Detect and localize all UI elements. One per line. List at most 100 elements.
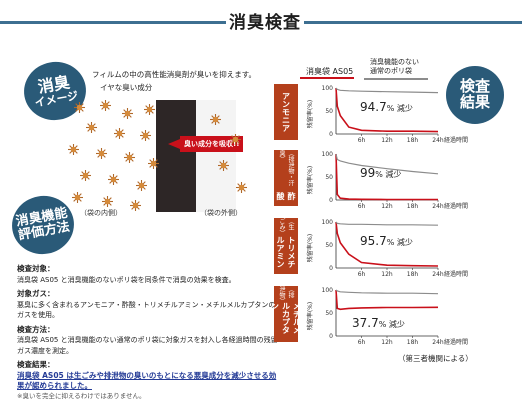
x-tick-label: 12h <box>381 271 393 278</box>
series-line-1 <box>335 87 439 94</box>
reduction-unit: % 減少 <box>378 320 405 329</box>
reduction-text: 94.7% 減少 <box>360 100 413 114</box>
reduction-text: 95.7% 減少 <box>360 234 413 248</box>
odor-molecule-icon <box>148 158 159 169</box>
reduction-value: 95.7 <box>360 234 387 248</box>
x-tick-label: 24h <box>432 203 444 210</box>
disclaimer-note: ※臭いを完全に抑えるわけではありません。 <box>17 392 146 400</box>
series-line-0 <box>335 153 438 201</box>
odor-molecule-icon <box>210 114 221 125</box>
method-body: 消臭袋 AS05 と消臭機能のない通常のポリ袋に対象ガスを封入し各経過時間の残留… <box>17 336 278 355</box>
x-tick-label: 6h <box>358 203 366 210</box>
legend-normal-line2: 通常のポリ袋 <box>370 67 412 75</box>
series-line-1 <box>335 289 439 295</box>
odor-molecule-icon <box>230 134 241 145</box>
method-section-procedure: 検査方法： 消臭袋 AS05 と消臭機能のない通常のポリ袋に対象ガスを封入し各経… <box>17 325 279 357</box>
y-tick-label: 100 <box>322 151 334 158</box>
deodorize-diagram: 臭い成分を吸収!! （袋の内側） （袋の外側） <box>60 100 280 220</box>
method-section-target: 検査対象： 消臭袋 AS05 と消臭機能のないポリ袋を同条件で消臭の効果を検査。 <box>17 264 279 285</box>
absorb-label: 臭い成分を吸収!! <box>180 136 244 152</box>
y-tick-label: 0 <box>329 131 333 138</box>
y-axis-label: 残留率(%) <box>306 166 314 194</box>
arrow-left-icon <box>168 139 180 149</box>
legend-as05: 消臭袋 AS05 <box>306 67 354 76</box>
chart-main-label: アンモニア <box>281 92 291 132</box>
chart-1: 残留率(%) 100 50 0 6h 12h 18h 24h 経過時間 <box>306 151 468 210</box>
chart-sub-label: （排泄物） <box>278 286 294 304</box>
method-body: 悪臭に多く含まれるアンモニア・酢酸・トリメチルアミン・メチルメルカプタンのガスを… <box>17 300 276 320</box>
odor-molecule-icon <box>136 180 147 191</box>
x-axis-label: 経過時間 <box>444 202 468 210</box>
method-heading: 検査対象： <box>17 264 55 273</box>
y-tick-label: 50 <box>325 174 333 181</box>
reduction-unit: % 減少 <box>386 104 413 113</box>
odor-molecule-icon <box>80 170 91 181</box>
result-badge: 検査 結果 <box>446 66 504 124</box>
x-tick-label: 24h <box>432 137 444 144</box>
y-tick-label: 100 <box>322 85 334 92</box>
odor-molecule-icon <box>140 130 151 141</box>
method-heading: 対象ガス： <box>17 289 55 298</box>
odor-molecule-icon <box>100 100 111 111</box>
odor-molecule-icon <box>108 174 119 185</box>
reduction-unit: % 減少 <box>375 170 402 179</box>
y-tick-label: 50 <box>325 108 333 115</box>
series-line-0 <box>335 289 439 311</box>
odor-molecule-icon <box>68 144 79 155</box>
x-tick-label: 18h <box>407 271 419 278</box>
odor-molecule-icon <box>114 128 125 139</box>
odor-molecule-icon <box>102 196 113 207</box>
image-text-line2: イヤな臭い成分 <box>100 83 153 92</box>
odor-molecule-icon <box>130 200 141 211</box>
reduction-value: 37.7 <box>352 316 379 330</box>
reduction-text: 37.7% 減少 <box>352 316 405 330</box>
odor-molecule-icon <box>236 182 247 193</box>
result-badge-line2: 結果 <box>459 93 490 111</box>
chart-main-label: 酢酸 <box>276 192 296 200</box>
odor-molecule-icon <box>96 148 107 159</box>
method-text: 検査対象： 消臭袋 AS05 と消臭機能のないポリ袋を同条件で消臭の効果を検査。… <box>17 264 279 396</box>
odor-molecule-icon <box>144 104 155 115</box>
outside-caption: （袋の外側） <box>200 209 242 217</box>
y-axis-label: 残留率(%) <box>306 234 314 262</box>
chart-3: 残留率(%) 100 50 0 6h 12h 18h 24h 経過時間 <box>306 287 468 346</box>
series-line-1 <box>335 221 439 226</box>
chart-label-3: （排泄物） メチルメルカプタン <box>271 286 302 342</box>
odor-molecule-icon <box>122 108 133 119</box>
y-tick-label: 50 <box>325 310 333 317</box>
x-tick-label: 6h <box>358 137 366 144</box>
reduction-text: 99% 減少 <box>360 166 401 180</box>
odor-molecule-icon <box>86 122 97 133</box>
x-tick-label: 12h <box>381 203 393 210</box>
image-description: フィルムの中の高性能消臭剤が臭いを抑えます。 イヤな臭い成分 <box>92 68 256 94</box>
x-tick-label: 12h <box>381 137 393 144</box>
x-tick-label: 18h <box>407 137 419 144</box>
method-body: 消臭袋 AS05 と消臭機能のないポリ袋を同条件で消臭の効果を検査。 <box>17 275 236 284</box>
chart-label-1: （排泄物・汗臭） 酢酸 <box>274 150 298 206</box>
x-tick-label: 12h <box>381 339 393 346</box>
legend-normal-swatch <box>364 78 428 80</box>
film-layer <box>156 100 196 212</box>
x-tick-label: 18h <box>407 339 419 346</box>
y-tick-label: 50 <box>325 242 333 249</box>
legend-normal: 消臭機能のない 通常のポリ袋 <box>370 58 419 76</box>
series-line-0 <box>335 87 439 133</box>
odor-molecule-icon <box>74 102 85 113</box>
chart-main-label: メチルメルカプタン <box>270 302 302 335</box>
x-tick-label: 18h <box>407 203 419 210</box>
x-axis-label: 経過時間 <box>444 338 468 346</box>
x-axis-label: 経過時間 <box>444 270 468 278</box>
reduction-value: 99 <box>360 166 376 180</box>
series-line-0 <box>335 221 439 267</box>
chart-2: 残留率(%) 100 50 0 6h 12h 18h 24h 経過時間 <box>306 219 468 278</box>
source-note: （第三者機関による） <box>398 354 473 363</box>
x-axis-label: 経過時間 <box>444 136 468 144</box>
odor-molecule-icon <box>72 192 83 203</box>
chart-label-0: アンモニア <box>274 84 298 140</box>
chart-label-2: （生ごみ） トリメチルアミン <box>274 218 298 274</box>
odor-molecule-icon <box>218 160 229 171</box>
method-section-gas: 対象ガス： 悪臭に多く含まれるアンモニア・酢酸・トリメチルアミン・メチルメルカプ… <box>17 289 279 321</box>
method-heading: 検査方法： <box>17 324 55 334</box>
y-tick-label: 0 <box>329 265 333 272</box>
x-tick-label: 6h <box>358 271 366 278</box>
